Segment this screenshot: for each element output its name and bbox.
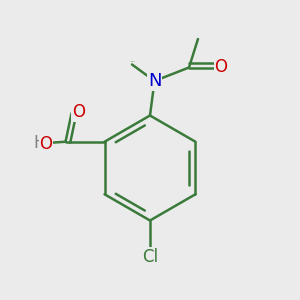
Text: O: O xyxy=(40,135,52,153)
Text: methyl: methyl xyxy=(130,61,135,62)
Text: O: O xyxy=(72,103,85,121)
Text: O: O xyxy=(214,58,228,76)
Text: Cl: Cl xyxy=(142,248,158,266)
Text: N: N xyxy=(148,72,161,90)
Text: H: H xyxy=(33,134,46,152)
